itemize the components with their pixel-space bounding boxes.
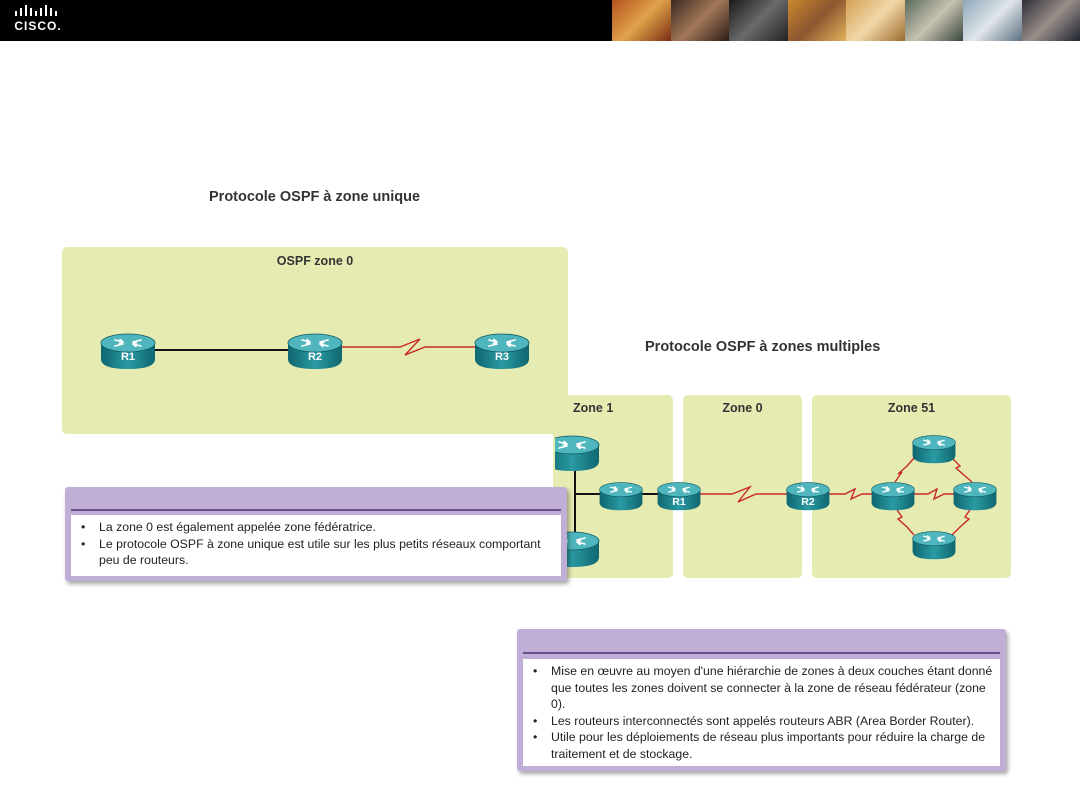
note-divider	[71, 509, 561, 511]
single-area-note-item: La zone 0 est également appelée zone féd…	[71, 519, 561, 536]
zone-1-label: Zone 1	[573, 401, 614, 415]
zone-0-area: Zone 0	[683, 395, 802, 578]
router-r1-single[interactable]: R1	[99, 331, 157, 371]
multi-area-note-item: Mise en œuvre au moyen d'une hiérarchie …	[523, 663, 1000, 713]
router-zone51-right[interactable]	[952, 480, 998, 520]
serial-link-r2-zone51	[828, 487, 873, 501]
single-area-note-content: La zone 0 est également appelée zone féd…	[71, 515, 561, 576]
router-r3-single[interactable]: R3	[473, 331, 531, 371]
single-area-note-item: Le protocole OSPF à zone unique est util…	[71, 536, 561, 569]
cisco-logo: CISCO.	[14, 5, 74, 37]
router-icon	[555, 435, 600, 472]
note-divider	[523, 652, 1000, 654]
single-area-note-box: La zone 0 est également appelée zone féd…	[65, 487, 567, 581]
router-icon	[911, 530, 957, 560]
router-r2-abr[interactable]: R2	[785, 480, 831, 520]
multi-area-title: Protocole OSPF à zones multiples	[645, 339, 881, 355]
router-label: R2	[801, 496, 815, 508]
multi-area-note-list: Mise en œuvre au moyen d'une hiérarchie …	[523, 663, 1000, 762]
router-icon	[598, 481, 644, 511]
router-label: R1	[120, 351, 136, 363]
cisco-bars-icon	[15, 5, 57, 16]
multi-area-note-item: Utile pour les déploiements de réseau pl…	[523, 729, 1000, 762]
router-zone51-top[interactable]	[911, 433, 957, 473]
people-banner-image	[612, 0, 1080, 41]
router-icon	[911, 434, 957, 464]
serial-link-zone51-ur	[951, 457, 973, 483]
serial-link-r1-r2	[700, 485, 790, 503]
router-icon	[952, 481, 998, 511]
serial-link-zone51-lr	[951, 506, 973, 536]
router-zone1-top[interactable]	[555, 433, 601, 473]
header-bar: CISCO.	[0, 0, 1080, 41]
serial-link-zone51-ll	[894, 506, 915, 536]
router-zone51-bottom[interactable]	[911, 529, 957, 569]
single-area-title: Protocole OSPF à zone unique	[209, 189, 421, 205]
single-area-note-list: La zone 0 est également appelée zone féd…	[71, 519, 561, 569]
serial-link-zone51-middle	[912, 487, 957, 501]
zone-0-label: Zone 0	[722, 401, 763, 415]
multi-area-note-box: Mise en œuvre au moyen d'une hiérarchie …	[517, 629, 1006, 771]
ospf-zone-0-label: OSPF zone 0	[276, 254, 354, 268]
router-zone51-left[interactable]	[870, 480, 916, 520]
serial-link-r2-r3	[335, 338, 485, 356]
multi-area-note-item: Les routeurs interconnectés sont appelés…	[523, 713, 1000, 730]
router-r1-abr[interactable]: R1	[656, 480, 702, 520]
router-zone1-middle[interactable]	[598, 480, 644, 520]
router-icon	[870, 481, 916, 511]
router-label: R3	[494, 351, 510, 363]
router-r2-single[interactable]: R2	[286, 331, 344, 371]
router-label: R2	[307, 351, 323, 363]
router-label: R1	[672, 496, 686, 508]
serial-link-zone51-ul	[894, 457, 915, 483]
multi-area-note-content: Mise en œuvre au moyen d'une hiérarchie …	[523, 659, 1000, 766]
zone-51-label: Zone 51	[887, 401, 936, 415]
